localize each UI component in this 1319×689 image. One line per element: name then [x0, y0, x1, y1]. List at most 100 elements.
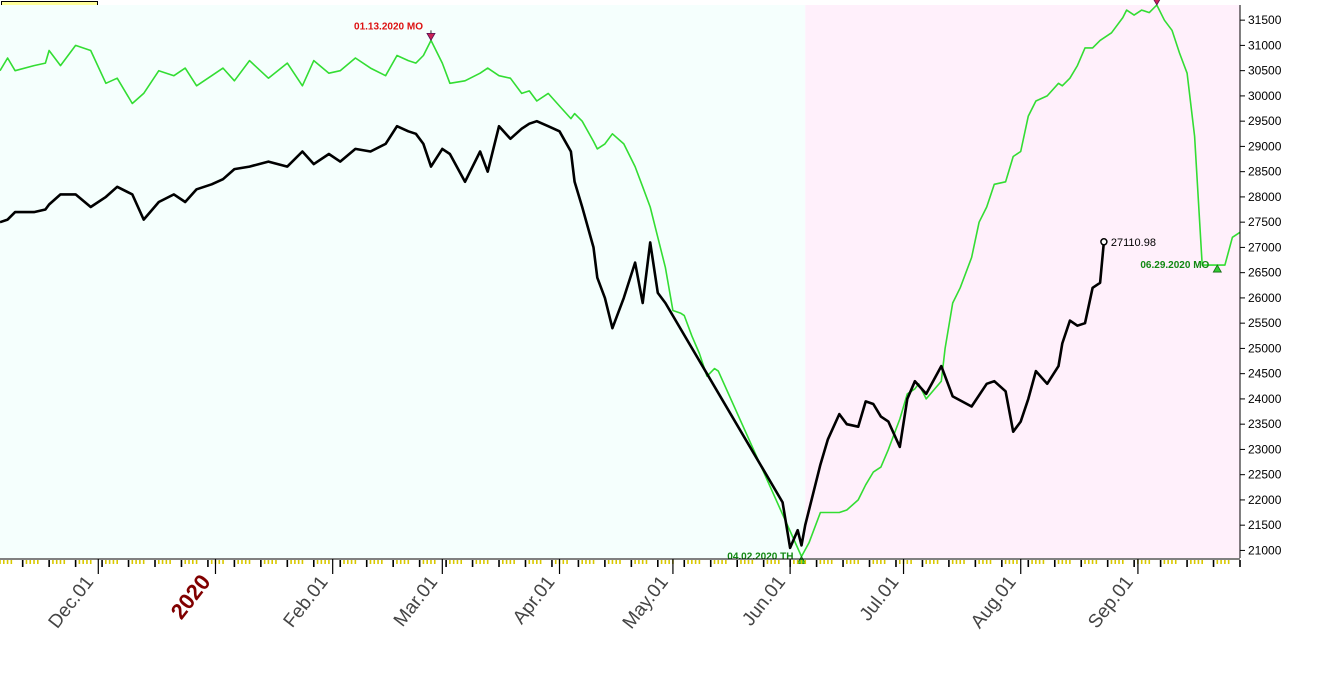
x-day-tick	[0, 560, 1, 564]
x-day-tick	[188, 560, 190, 564]
x-day-tick	[1167, 560, 1169, 564]
x-day-tick	[78, 560, 81, 564]
x-day-tick	[634, 560, 636, 564]
x-day-tick	[157, 560, 160, 564]
x-day-tick	[929, 560, 931, 564]
x-day-tick	[1057, 560, 1060, 564]
x-day-tick	[339, 560, 342, 567]
y-tick-label: 26000	[1248, 291, 1282, 305]
x-day-tick	[373, 560, 376, 564]
x-day-tick	[483, 560, 485, 564]
x-day-tick	[898, 560, 901, 564]
x-day-tick	[142, 560, 145, 564]
x-day-tick	[1227, 560, 1230, 564]
x-day-tick	[48, 560, 50, 567]
x-day-tick	[192, 560, 194, 564]
x-day-tick	[528, 560, 531, 564]
x-day-tick	[978, 560, 980, 564]
x-day-tick	[275, 560, 277, 564]
x-tick-label: Jul.01	[856, 572, 904, 625]
x-day-tick	[842, 560, 844, 567]
chart-background	[0, 5, 1240, 558]
x-day-tick	[21, 560, 24, 567]
x-day-tick	[566, 560, 568, 564]
x-day-tick	[1031, 560, 1033, 564]
x-day-tick	[294, 560, 296, 564]
x-day-tick	[668, 560, 670, 564]
x-day-tick	[377, 560, 379, 564]
x-day-tick	[982, 560, 984, 564]
x-day-tick	[921, 560, 924, 567]
x-day-tick	[895, 560, 897, 567]
x-day-tick	[713, 560, 716, 564]
x-axis: Dec.01 2020 Feb.01 Mar.01 Apr.01 May.01 Jun.01…	[0, 558, 1241, 633]
shaded-region	[805, 5, 1240, 558]
x-day-tick	[498, 560, 500, 567]
x-day-tick	[989, 560, 992, 564]
x-day-tick	[1114, 560, 1117, 564]
y-tick-label: 30500	[1248, 64, 1282, 78]
x-day-tick	[619, 560, 621, 564]
peak-marker	[1153, 0, 1161, 6]
x-day-tick	[365, 560, 368, 567]
x-day-tick	[1224, 560, 1226, 564]
x-day-tick	[762, 560, 765, 567]
x-day-tick	[800, 560, 803, 564]
x-day-tick	[347, 560, 349, 564]
x-day-tick	[936, 560, 939, 564]
x-day-tick	[1193, 560, 1196, 564]
x-day-tick	[645, 560, 648, 564]
x-day-tick	[577, 560, 580, 567]
x-day-tick	[906, 560, 909, 564]
x-day-tick	[350, 560, 353, 564]
x-day-tick	[853, 560, 856, 564]
x-day-tick	[108, 560, 111, 564]
x-day-tick	[328, 560, 330, 564]
x-day-tick	[581, 560, 583, 564]
x-day-tick	[1148, 560, 1151, 564]
x-day-tick	[1122, 560, 1124, 564]
last-value-marker	[1100, 238, 1108, 246]
x-tick-label: Apr.01	[509, 572, 559, 628]
x-day-tick	[770, 560, 773, 564]
x-day-tick	[1084, 560, 1086, 564]
x-day-tick	[1201, 560, 1203, 564]
x-day-tick	[222, 560, 224, 564]
x-day-tick	[694, 560, 697, 564]
x-day-tick	[445, 560, 447, 567]
x-day-tick	[592, 560, 595, 564]
x-day-tick	[479, 560, 481, 564]
x-day-tick	[660, 560, 663, 564]
x-day-tick	[184, 560, 187, 564]
x-day-tick	[827, 560, 829, 564]
x-day-tick	[180, 560, 183, 567]
x-day-tick	[551, 560, 553, 567]
x-day-tick	[562, 560, 565, 564]
plot-background	[0, 5, 806, 558]
y-tick-label: 31000	[1248, 38, 1282, 52]
x-day-tick	[456, 560, 459, 564]
x-day-tick	[29, 560, 32, 564]
x-day-tick	[1008, 560, 1011, 564]
x-day-tick	[161, 560, 164, 564]
series-layer: 27110.98	[0, 4, 1241, 558]
x-day-tick	[260, 560, 262, 567]
x-day-tick	[55, 560, 58, 564]
x-day-tick	[105, 560, 107, 564]
x-day-tick	[664, 560, 667, 564]
x-day-tick	[849, 560, 852, 564]
x-day-tick	[1004, 560, 1007, 564]
x-day-tick	[1159, 560, 1162, 567]
x-day-tick	[354, 560, 357, 564]
y-tick-label: 22500	[1248, 468, 1282, 482]
x-day-tick	[165, 560, 168, 564]
x-day-tick	[932, 560, 935, 564]
x-day-tick	[2, 560, 5, 564]
x-day-tick	[1186, 560, 1188, 567]
x-day-tick	[1106, 560, 1109, 567]
x-day-tick	[301, 560, 304, 564]
x-day-tick	[641, 560, 644, 564]
x-day-tick	[369, 560, 372, 564]
y-tick-label: 28000	[1248, 190, 1282, 204]
x-day-tick	[1087, 560, 1090, 564]
